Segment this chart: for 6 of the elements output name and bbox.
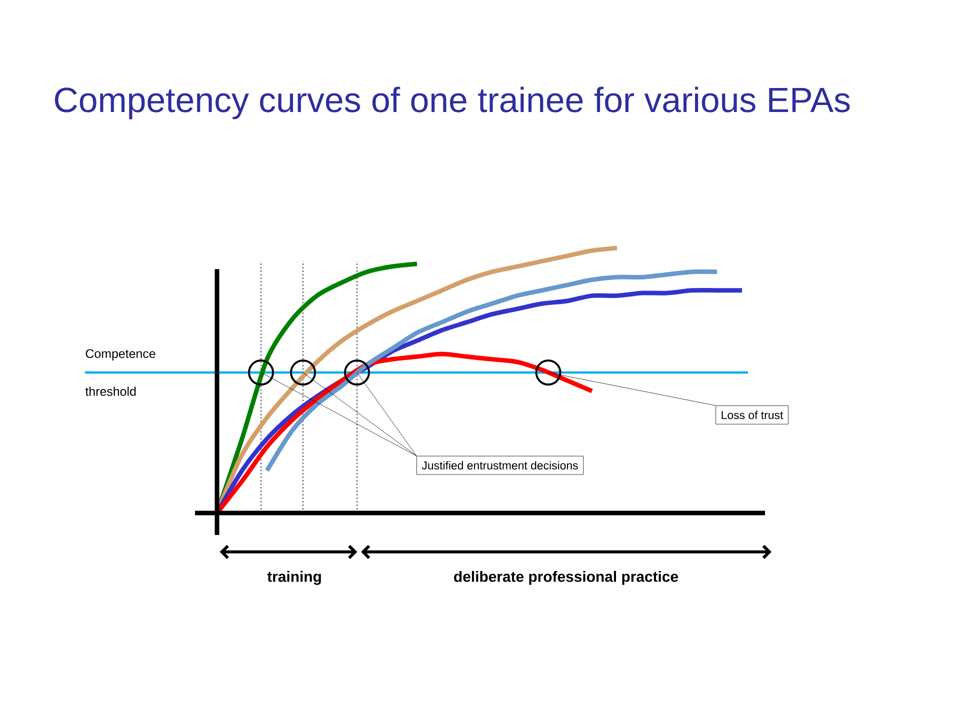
text: deliberate professional practice	[454, 570, 678, 585]
chart-title: Competency curves of one trainee for various EPAs	[54, 86, 850, 120]
text: training	[267, 570, 321, 585]
text: Competence threshold	[85, 349, 156, 396]
annotation: Loss of trust	[722, 410, 784, 420]
annotation: Justified entrustment decisions	[422, 461, 578, 470]
